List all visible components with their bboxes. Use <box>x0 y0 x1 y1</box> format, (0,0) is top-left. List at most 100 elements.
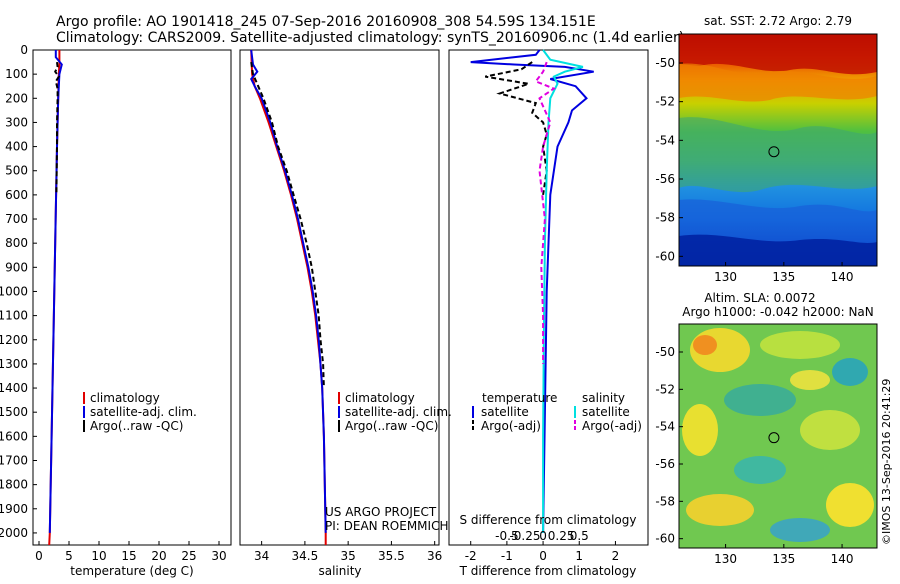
series-line-t-argo <box>485 61 548 196</box>
depth-tick-label: 900 <box>5 260 28 274</box>
sla-map-axes: 130 135 140 -50 -52 -54 -56 -58 -60 <box>655 345 853 566</box>
sst-deep-blue-band <box>679 234 877 266</box>
temperature-chart: 0 5 10 15 20 25 30 <box>35 50 227 563</box>
depth-tick-label: 1400 <box>0 381 28 395</box>
depth-tick-label: 1200 <box>0 333 28 347</box>
map-y-tick-label: -50 <box>655 345 675 359</box>
x-tick-label: 1 <box>575 549 583 563</box>
map-y-tick-label: -52 <box>655 382 675 396</box>
difference-xlabel: T difference from climatology <box>459 564 637 578</box>
depth-tick-label: 700 <box>5 212 28 226</box>
series-line-s-argo <box>534 61 557 364</box>
depth-tick-label: 1100 <box>0 309 28 323</box>
sst-warm-band <box>679 34 877 75</box>
map-y-tick-label: -54 <box>655 133 675 147</box>
depth-tick-label: 500 <box>5 164 28 178</box>
salinity-chart: 34 34.5 35 35.5 36 <box>250 49 442 563</box>
x-tick-label: 35.5 <box>378 549 405 563</box>
x-tick-label: -2 <box>465 549 477 563</box>
depth-tick-label: 1900 <box>0 502 28 516</box>
sla-blob <box>832 358 868 386</box>
x-tick-label: 35 <box>341 549 356 563</box>
s-diff-tick-label: -0.5 <box>495 529 518 543</box>
legend-t-argo-label: Argo(-adj) <box>481 419 541 433</box>
s-diff-tick-label: 0 <box>539 529 547 543</box>
legend-satellite-label: satellite-adj. clim. <box>90 405 197 419</box>
map-y-tick-label: -56 <box>655 172 675 186</box>
depth-tick-label: 300 <box>5 115 28 129</box>
sla-blob <box>800 410 860 450</box>
sla-map-frame <box>678 323 878 549</box>
depth-tick-label: 1500 <box>0 405 28 419</box>
x-tick-label: -1 <box>501 549 513 563</box>
sst-map-title: sat. SST: 2.72 Argo: 2.79 <box>704 14 852 28</box>
legend-argo-label: Argo(..raw -QC) <box>345 419 438 433</box>
x-tick-label: 10 <box>91 549 106 563</box>
map-x-tick-label: 130 <box>714 270 737 284</box>
legend-climatology-label: climatology <box>90 391 160 405</box>
project-annotation: US ARGO PROJECT <box>325 505 437 519</box>
s-diff-tick-label: 0.25 <box>548 529 575 543</box>
map-x-tick-label: 135 <box>772 552 795 566</box>
depth-tick-label: 200 <box>5 91 28 105</box>
x-tick-label: 34 <box>254 549 269 563</box>
sla-blob <box>724 384 796 416</box>
series-line-argo <box>250 61 325 389</box>
x-tick-label: 36 <box>427 549 442 563</box>
sst-argo-marker <box>768 146 780 158</box>
legend-climatology-label: climatology <box>345 391 415 405</box>
depth-tick-label: 100 <box>5 67 28 81</box>
difference-legend: temperature salinity satellite Argo(-adj… <box>472 391 642 433</box>
legend-salinity-title: salinity <box>582 391 625 405</box>
depth-tick-label: 1700 <box>0 453 28 467</box>
temperature-panel <box>32 49 232 546</box>
legend-satellite-label: satellite-adj. clim. <box>345 405 452 419</box>
x-tick-label: 30 <box>211 549 226 563</box>
sla-blob <box>790 370 830 390</box>
sla-blob <box>734 456 786 484</box>
pi-annotation: PI: DEAN ROEMMICH <box>325 519 448 533</box>
map-y-tick-label: -50 <box>655 56 675 70</box>
series-line-t-satellite <box>470 49 594 533</box>
x-tick-label: 25 <box>181 549 196 563</box>
map-y-tick-label: -52 <box>655 95 675 109</box>
salinity-xlabel: salinity <box>318 564 361 578</box>
depth-tick-label: 1800 <box>0 478 28 492</box>
map-x-tick-label: 140 <box>831 270 854 284</box>
legend-temperature-title: temperature <box>482 391 557 405</box>
legend-s-argo-label: Argo(-adj) <box>582 419 642 433</box>
sla-map <box>679 324 877 548</box>
sst-orange-band <box>679 63 877 102</box>
x-tick-label: 2 <box>612 549 620 563</box>
depth-tick-label: 2000 <box>0 526 28 540</box>
series-line-argo <box>54 61 61 195</box>
x-tick-label: 15 <box>121 549 136 563</box>
x-tick-label: 20 <box>151 549 166 563</box>
sla-blob <box>760 331 840 359</box>
depth-tick-label: 400 <box>5 140 28 154</box>
map-y-tick-label: -58 <box>655 494 675 508</box>
header-line-1: Argo profile: AO 1901418_245 07-Sep-2016… <box>56 14 596 30</box>
temperature-legend: climatology satellite-adj. clim. Argo(..… <box>83 391 197 433</box>
legend-argo-label: Argo(..raw -QC) <box>90 419 183 433</box>
difference-top-label: S difference from climatology <box>460 513 637 527</box>
salinity-legend: climatology satellite-adj. clim. Argo(..… <box>338 391 452 433</box>
temperature-xlabel: temperature (deg C) <box>70 564 193 578</box>
map-y-tick-label: -54 <box>655 420 675 434</box>
s-diff-tick-label: -0.25 <box>509 529 540 543</box>
map-x-tick-label: 130 <box>714 552 737 566</box>
s-diff-tick-label: 0.5 <box>570 529 589 543</box>
x-tick-label: 34.5 <box>292 549 319 563</box>
difference-chart: -2 -1 0 1 2-0.5-0.250 0.250.5 <box>465 49 620 563</box>
series-line-satellite-adj-clim <box>250 49 327 533</box>
sst-map <box>679 34 877 266</box>
depth-tick-label: 1600 <box>0 429 28 443</box>
depth-tick-label: 0 <box>20 43 28 57</box>
sla-blob <box>686 494 754 526</box>
depth-tick-label: 800 <box>5 236 28 250</box>
map-y-tick-label: -60 <box>655 532 675 546</box>
x-tick-label: 5 <box>65 549 73 563</box>
map-x-tick-label: 140 <box>831 552 854 566</box>
depth-tick-label: 1000 <box>0 284 28 298</box>
